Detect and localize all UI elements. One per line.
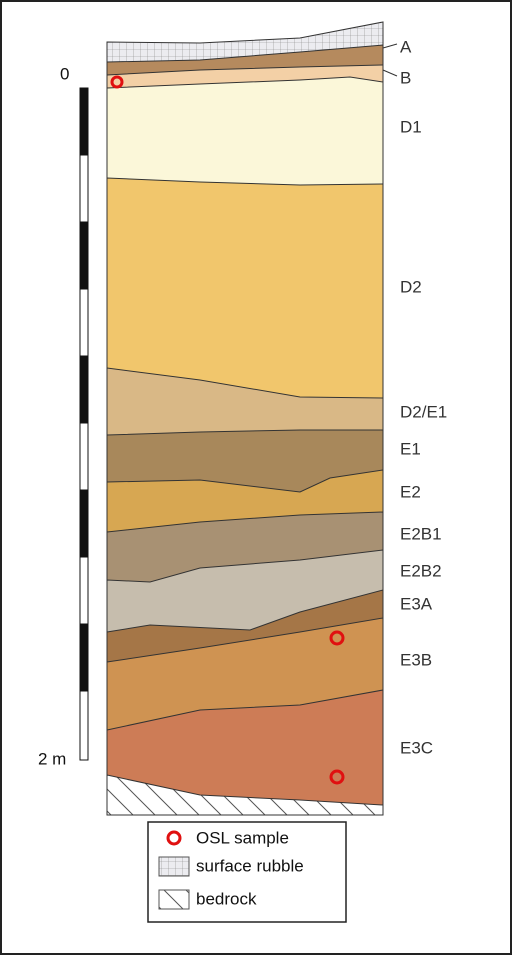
legend-label: bedrock xyxy=(196,889,257,908)
bedrock xyxy=(106,774,384,816)
leader xyxy=(382,43,398,77)
legend-label: surface rubble xyxy=(196,856,304,875)
layer-label: D2 xyxy=(400,277,422,296)
layer-label: E2B2 xyxy=(400,561,442,580)
layer-label: D1 xyxy=(400,117,422,136)
layer-label: D2/E1 xyxy=(400,402,447,421)
layer-label: E3C xyxy=(400,738,433,757)
osl-markers xyxy=(110,75,345,785)
legend-osl xyxy=(166,830,182,846)
osl-marker xyxy=(329,769,345,785)
layer-label: E2B1 xyxy=(400,524,442,543)
scale-top: 0 xyxy=(60,64,69,83)
legend-bedrock xyxy=(158,889,190,910)
scale-segment xyxy=(79,87,89,156)
scale-segment xyxy=(79,221,89,290)
legend: OSL sample surface rubble bedrock xyxy=(147,821,347,923)
layer-label: E2 xyxy=(400,482,421,501)
layer-label: E1 xyxy=(400,439,421,458)
layer-label: B xyxy=(400,68,411,87)
scale-segment xyxy=(79,623,89,692)
layer-label: E3B xyxy=(400,650,432,669)
layer-label: A xyxy=(400,37,412,56)
scale-bar xyxy=(79,87,89,761)
scale-bottom: 2 m xyxy=(38,749,66,768)
layer-label: E3A xyxy=(400,594,433,613)
osl-marker xyxy=(110,75,124,89)
scale-segment xyxy=(79,355,89,424)
osl-marker xyxy=(329,630,345,646)
layer-labels: A B D1 D2 D2/E1 E1 E2 E2B1 E2B2 E3A E3B … xyxy=(382,37,447,757)
legend-label: OSL sample xyxy=(196,828,289,847)
profile xyxy=(106,21,384,816)
legend-rubble xyxy=(158,856,190,877)
scale-segment xyxy=(79,489,89,558)
